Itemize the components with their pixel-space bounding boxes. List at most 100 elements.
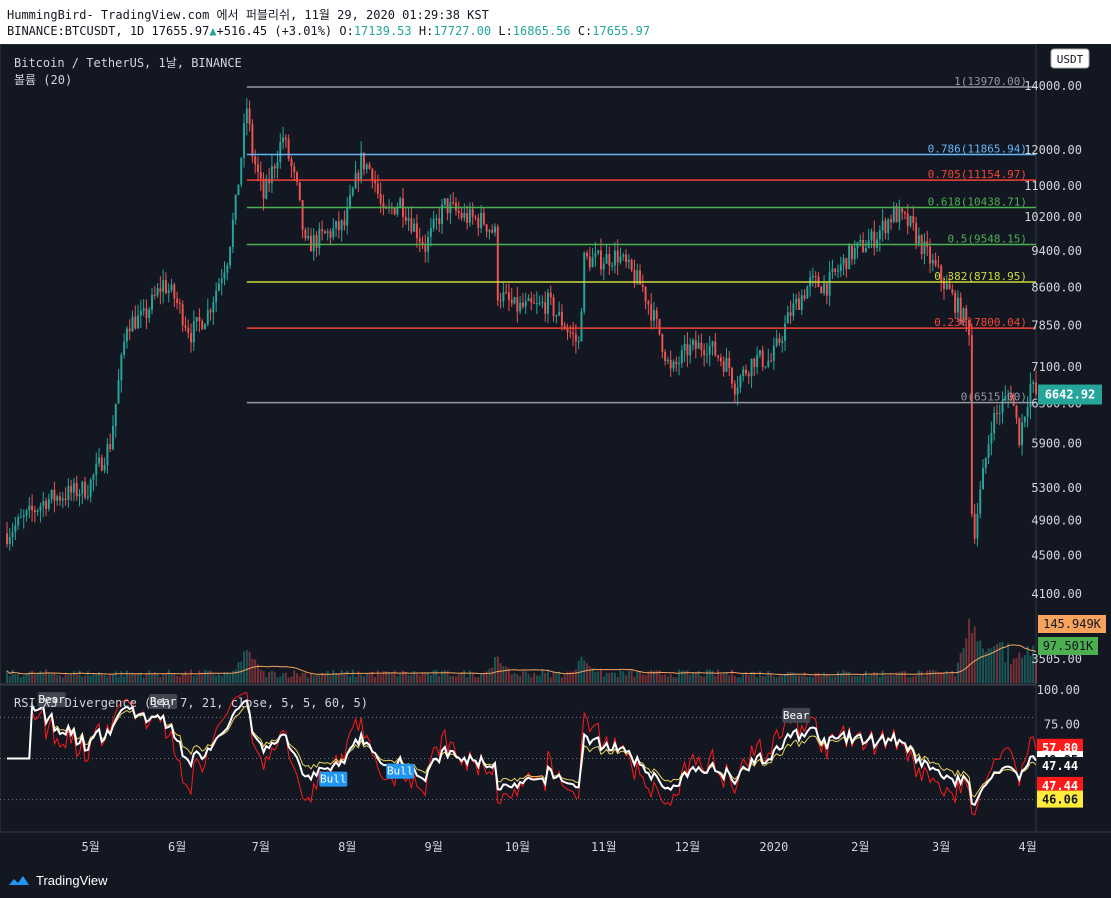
candle-body[interactable] — [903, 212, 906, 214]
candle-body[interactable] — [647, 301, 650, 305]
candle-body[interactable] — [268, 178, 271, 184]
candle-body[interactable] — [519, 302, 522, 312]
candle-body[interactable] — [279, 142, 282, 163]
candle-body[interactable] — [8, 536, 11, 544]
candle-body[interactable] — [586, 252, 589, 257]
candle-body[interactable] — [574, 334, 577, 342]
candle-body[interactable] — [870, 231, 873, 241]
candle-body[interactable] — [480, 212, 483, 229]
candle-body[interactable] — [697, 342, 700, 349]
candle-body[interactable] — [912, 216, 915, 223]
candle-body[interactable] — [282, 137, 285, 143]
candle-body[interactable] — [786, 312, 789, 324]
candle-body[interactable] — [198, 317, 201, 321]
candle-body[interactable] — [884, 220, 887, 234]
candle-body[interactable] — [1001, 400, 1004, 414]
candle-body[interactable] — [468, 209, 471, 223]
candle-body[interactable] — [672, 361, 675, 369]
candle-body[interactable] — [516, 297, 519, 312]
candle-body[interactable] — [731, 368, 734, 384]
candle-body[interactable] — [694, 340, 697, 349]
candle-body[interactable] — [636, 270, 639, 284]
candle-body[interactable] — [588, 256, 591, 268]
candle-body[interactable] — [507, 292, 510, 300]
candle-body[interactable] — [206, 310, 209, 325]
candle-body[interactable] — [134, 316, 137, 329]
candle-body[interactable] — [215, 290, 218, 303]
candle-body[interactable] — [304, 229, 307, 239]
candle-body[interactable] — [692, 340, 694, 345]
candle-body[interactable] — [669, 359, 672, 369]
candle-body[interactable] — [566, 329, 569, 332]
candle-body[interactable] — [123, 341, 126, 355]
candle-body[interactable] — [312, 235, 315, 252]
candle-body[interactable] — [959, 297, 962, 323]
candle-body[interactable] — [909, 216, 912, 227]
candle-body[interactable] — [14, 525, 17, 533]
candle-body[interactable] — [837, 270, 839, 272]
candle-body[interactable] — [284, 137, 287, 140]
candle-body[interactable] — [50, 489, 53, 499]
candle-body[interactable] — [61, 498, 64, 501]
candle-body[interactable] — [1007, 394, 1010, 397]
candle-body[interactable] — [209, 310, 212, 313]
candle-body[interactable] — [689, 344, 692, 356]
candle-body[interactable] — [644, 286, 647, 302]
candle-body[interactable] — [675, 361, 678, 365]
candle-body[interactable] — [488, 230, 491, 232]
candle-body[interactable] — [53, 489, 56, 501]
candle-body[interactable] — [435, 218, 438, 220]
candle-body[interactable] — [70, 486, 73, 493]
candle-body[interactable] — [276, 162, 279, 169]
candle-body[interactable] — [226, 265, 229, 273]
candle-body[interactable] — [346, 206, 349, 226]
candle-body[interactable] — [251, 124, 254, 157]
candle-body[interactable] — [176, 298, 179, 304]
candle-body[interactable] — [11, 532, 14, 537]
candle-body[interactable] — [892, 206, 895, 223]
candle-body[interactable] — [156, 288, 159, 296]
candle-body[interactable] — [148, 309, 151, 318]
candle-body[interactable] — [602, 263, 605, 270]
candle-body[interactable] — [84, 481, 87, 498]
candle-body[interactable] — [778, 338, 781, 343]
bull-signal-badge[interactable] — [319, 771, 348, 787]
candle-body[interactable] — [1026, 407, 1029, 417]
candle-body[interactable] — [658, 318, 661, 335]
candle-body[interactable] — [142, 308, 145, 311]
candle-body[interactable] — [878, 230, 881, 240]
candle-body[interactable] — [764, 366, 767, 368]
candle-body[interactable] — [298, 181, 301, 201]
candle-body[interactable] — [577, 341, 580, 343]
candle-body[interactable] — [848, 245, 851, 270]
candle-body[interactable] — [686, 344, 689, 356]
candle-body[interactable] — [396, 206, 399, 215]
candle-body[interactable] — [131, 316, 134, 332]
bear-signal-badge[interactable] — [782, 707, 811, 723]
candle-body[interactable] — [864, 248, 867, 252]
candle-body[interactable] — [89, 479, 92, 497]
candle-body[interactable] — [552, 297, 555, 317]
candle-body[interactable] — [895, 206, 898, 222]
candle-body[interactable] — [482, 212, 485, 225]
candle-body[interactable] — [828, 272, 831, 296]
candle-body[interactable] — [151, 294, 153, 310]
candle-body[interactable] — [491, 230, 494, 233]
candle-body[interactable] — [527, 298, 530, 302]
candle-body[interactable] — [722, 361, 725, 372]
candle-body[interactable] — [616, 250, 619, 263]
candle-body[interactable] — [745, 369, 747, 374]
candle-body[interactable] — [187, 327, 190, 333]
candle-body[interactable] — [382, 203, 385, 208]
candle-body[interactable] — [547, 292, 549, 314]
candle-body[interactable] — [929, 246, 932, 264]
candle-body[interactable] — [357, 172, 360, 181]
candle-body[interactable] — [64, 498, 67, 500]
candle-body[interactable] — [39, 506, 42, 511]
candle-body[interactable] — [873, 231, 876, 248]
candle-body[interactable] — [485, 224, 488, 232]
candle-body[interactable] — [982, 468, 984, 490]
candle-body[interactable] — [901, 208, 904, 213]
candle-body[interactable] — [948, 283, 951, 290]
candle-body[interactable] — [184, 325, 187, 328]
